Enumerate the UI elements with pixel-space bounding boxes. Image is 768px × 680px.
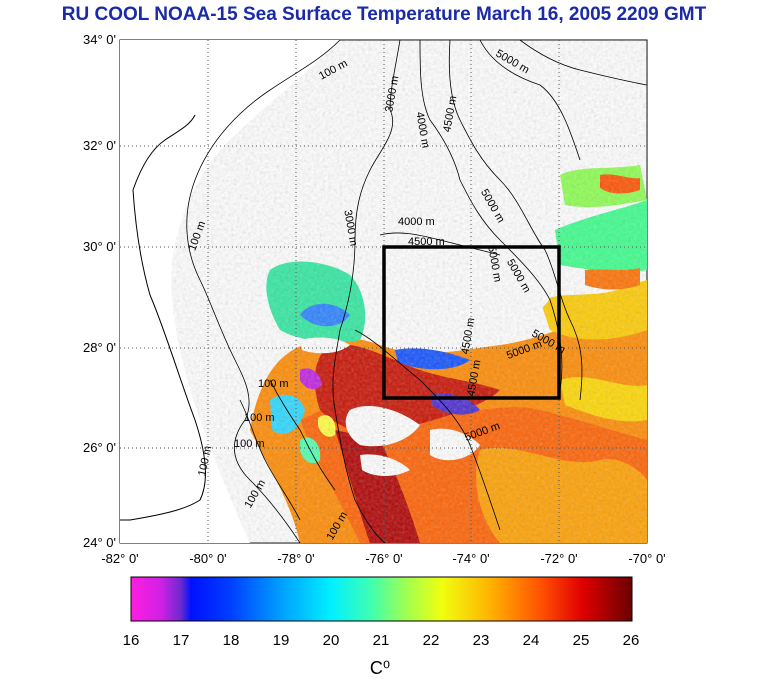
coastline: [120, 114, 206, 521]
colorbar: [130, 576, 633, 622]
isobath-label-100m: 100 m: [258, 378, 289, 390]
lon-label: -78° 0': [277, 551, 315, 566]
lat-label: 34° 0': [83, 32, 116, 47]
isobath-label-100m: 100 m: [234, 438, 265, 450]
lon-label: -76° 0': [365, 551, 403, 566]
lon-label: -80° 0': [189, 551, 227, 566]
lon-label: -82° 0': [101, 551, 139, 566]
isobath-label-4500m: 4500 m: [408, 236, 445, 248]
lon-label: -70° 0': [628, 551, 666, 566]
study-area-box: [382, 245, 561, 400]
colorbar-tick: 26: [622, 632, 640, 649]
isobath-label-4000m: 4000 m: [398, 216, 435, 228]
colorbar-tick: 20: [322, 632, 340, 649]
lat-label: 26° 0': [83, 440, 116, 455]
colorbar-tick: 23: [472, 632, 490, 649]
lat-label: 30° 0': [83, 239, 116, 254]
map-title: RU COOL NOAA-15 Sea Surface Temperature …: [61, 4, 707, 25]
lon-label: -72° 0': [540, 551, 578, 566]
colorbar-tick: 24: [522, 632, 540, 649]
lat-label: 32° 0': [83, 138, 116, 153]
lon-label: -74° 0': [452, 551, 490, 566]
colorbar-tick: 16: [122, 632, 140, 649]
colorbar-tick: 17: [172, 632, 190, 649]
colorbar-tick: 22: [422, 632, 440, 649]
lat-label: 28° 0': [83, 340, 116, 355]
colorbar-tick: 18: [222, 632, 240, 649]
colorbar-tick: 19: [272, 632, 290, 649]
colorbar-unit: C⁰: [369, 658, 391, 678]
lat-label: 24° 0': [83, 535, 116, 550]
colorbar-tick: 25: [572, 632, 590, 649]
colorbar-tick: 21: [372, 632, 390, 649]
isobath-label-100m: 100 m: [244, 412, 275, 424]
